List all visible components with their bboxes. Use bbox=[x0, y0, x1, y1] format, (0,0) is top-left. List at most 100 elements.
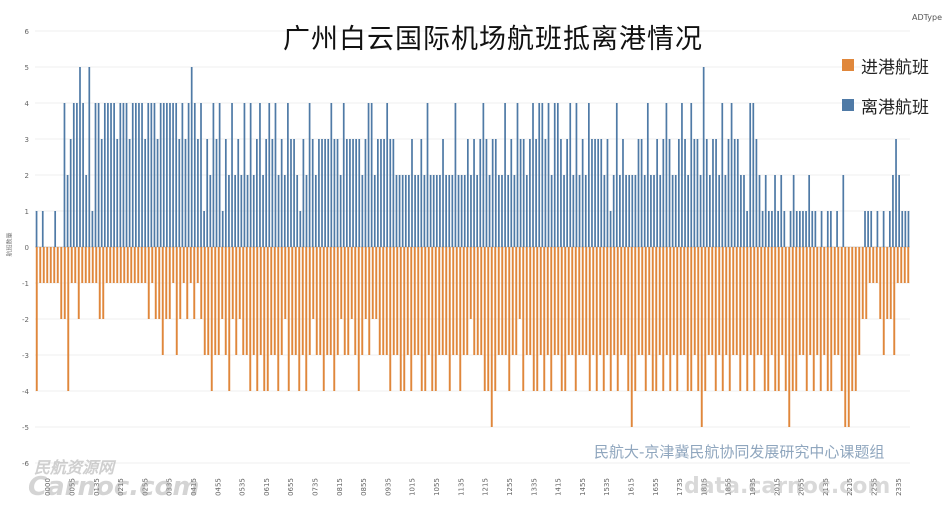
bar bbox=[375, 247, 378, 319]
bar bbox=[392, 247, 395, 355]
bar bbox=[865, 247, 868, 319]
bar bbox=[867, 211, 869, 247]
x-tick-label: 1455 bbox=[579, 478, 587, 496]
bar bbox=[628, 175, 631, 247]
x-tick-label: 0935 bbox=[384, 478, 392, 496]
bar bbox=[107, 103, 109, 247]
bar bbox=[515, 247, 518, 355]
bar bbox=[753, 247, 756, 391]
bar bbox=[252, 175, 255, 247]
bar bbox=[84, 247, 87, 283]
bar bbox=[147, 103, 150, 247]
bar bbox=[67, 247, 70, 391]
legend-item-departures[interactable]: 离港航班 bbox=[842, 85, 929, 125]
bar bbox=[907, 211, 910, 247]
bar bbox=[79, 67, 81, 247]
bar bbox=[676, 247, 679, 391]
bar bbox=[564, 247, 567, 391]
x-tick-label: 2255 bbox=[871, 478, 879, 496]
bar bbox=[679, 247, 682, 355]
bar bbox=[622, 139, 624, 247]
bar bbox=[364, 139, 367, 247]
bar bbox=[318, 139, 320, 247]
bar bbox=[209, 175, 212, 247]
bar bbox=[529, 247, 532, 355]
bar bbox=[625, 175, 627, 247]
bar bbox=[630, 247, 633, 427]
bar bbox=[85, 175, 88, 247]
bar bbox=[550, 175, 553, 247]
bar bbox=[650, 175, 652, 247]
x-tick-label: 1135 bbox=[457, 478, 465, 496]
bar bbox=[612, 175, 615, 247]
bar bbox=[572, 175, 575, 247]
bar bbox=[504, 247, 507, 355]
bar bbox=[113, 103, 115, 247]
bar bbox=[721, 103, 724, 247]
bar bbox=[501, 175, 503, 247]
bar bbox=[383, 139, 385, 247]
legend-label-departures: 离港航班 bbox=[861, 97, 929, 118]
legend-swatch-arrivals bbox=[842, 59, 854, 71]
bar bbox=[186, 247, 189, 319]
bar bbox=[49, 247, 52, 283]
bar bbox=[578, 175, 581, 247]
x-tick-label: 0415 bbox=[190, 478, 198, 496]
bar bbox=[319, 247, 322, 355]
bar bbox=[265, 139, 268, 247]
bar bbox=[336, 139, 339, 247]
bar bbox=[739, 247, 742, 391]
bar bbox=[305, 175, 308, 247]
bar bbox=[816, 247, 819, 355]
bar bbox=[743, 175, 745, 247]
bar bbox=[718, 175, 721, 247]
bar bbox=[187, 103, 190, 247]
bar bbox=[677, 139, 680, 247]
bar bbox=[435, 175, 438, 247]
y-tick-label: -2 bbox=[22, 316, 29, 324]
bar bbox=[69, 139, 72, 247]
bar bbox=[166, 103, 168, 247]
bar bbox=[777, 247, 780, 391]
bar bbox=[370, 103, 373, 247]
bar bbox=[460, 175, 463, 247]
bar bbox=[603, 175, 606, 247]
y-tick-label: -5 bbox=[22, 424, 29, 432]
bar bbox=[454, 103, 457, 247]
bar bbox=[200, 103, 202, 247]
bar bbox=[172, 247, 175, 283]
y-tick-label: -3 bbox=[22, 352, 29, 360]
bar bbox=[382, 247, 385, 355]
bar bbox=[578, 247, 581, 355]
bar bbox=[529, 139, 531, 247]
bar bbox=[39, 247, 42, 283]
bar bbox=[125, 103, 128, 247]
bar bbox=[494, 247, 497, 391]
bar bbox=[438, 247, 441, 355]
x-tick-label: 2015 bbox=[773, 478, 781, 496]
bar bbox=[134, 103, 137, 247]
bar bbox=[763, 247, 766, 391]
bar bbox=[373, 175, 376, 247]
bar bbox=[898, 175, 900, 247]
bar bbox=[266, 247, 269, 391]
bar bbox=[600, 139, 603, 247]
bar bbox=[56, 247, 59, 283]
bar bbox=[91, 247, 94, 283]
bar bbox=[193, 247, 196, 319]
bar bbox=[333, 139, 336, 247]
legend-item-arrivals[interactable]: 进港航班 bbox=[842, 45, 929, 85]
bar bbox=[693, 139, 696, 247]
bar bbox=[404, 175, 407, 247]
bar bbox=[686, 247, 689, 391]
bar bbox=[228, 247, 231, 391]
bar bbox=[112, 247, 115, 283]
bar bbox=[378, 247, 381, 355]
bar bbox=[123, 247, 126, 283]
legend-swatch-departures bbox=[842, 99, 854, 111]
bar bbox=[820, 211, 823, 247]
x-tick-label: 1015 bbox=[409, 478, 417, 496]
bar bbox=[432, 175, 435, 247]
bar bbox=[207, 247, 210, 355]
bar bbox=[291, 247, 294, 355]
